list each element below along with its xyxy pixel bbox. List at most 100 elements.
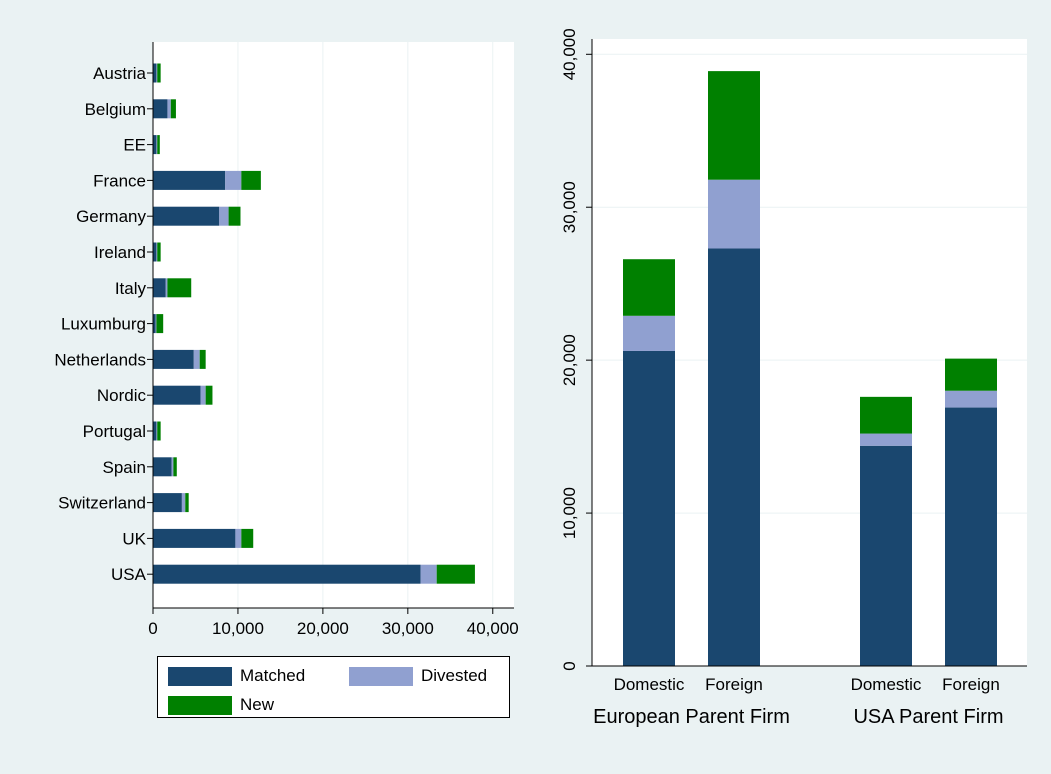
bar-italy-divested [165, 278, 168, 298]
country-stacked-bar-chart: Austria Belgium EE France Germany Ireland Ital… [54, 42, 519, 638]
bar-ee-new [157, 135, 160, 155]
bar-italy-matched [153, 278, 166, 298]
bar-germany-new [228, 206, 241, 226]
y-tick-label: 20,000 [560, 334, 579, 386]
x-tick-label: 20,000 [297, 619, 349, 638]
bar-spain-new [173, 457, 177, 477]
bar-ee-divested [156, 135, 158, 155]
category-label-usa: USA [111, 565, 147, 584]
bar-luxumburg-divested [155, 314, 157, 334]
bar-european-parent-firm-domestic-matched [623, 350, 675, 666]
category-label-belgium: Belgium [85, 100, 146, 119]
bar-ireland-new [157, 242, 161, 262]
bar-france-divested [225, 170, 242, 190]
category-label-germany: Germany [76, 207, 146, 226]
category-label-nordic: Nordic [97, 386, 147, 405]
category-label-uk: UK [122, 529, 146, 548]
bar-european-parent-firm-foreign-matched [708, 248, 760, 666]
bar-usa-parent-firm-domestic-new [860, 396, 912, 434]
legend-label-divested: Divested [421, 666, 488, 685]
bar-ireland-matched [153, 242, 157, 262]
category-label-austria: Austria [93, 64, 146, 83]
legend-swatch-new [168, 695, 232, 715]
bar-european-parent-firm-foreign-divested [708, 179, 760, 249]
legend-swatch-divested [349, 666, 413, 686]
category-label-foreign: Foreign [705, 675, 763, 694]
bar-france-matched [153, 170, 226, 190]
bar-portugal-divested [156, 421, 158, 441]
bar-austria-divested [156, 63, 158, 83]
category-label-switzerland: Switzerland [58, 494, 146, 513]
bar-austria-new [157, 63, 161, 83]
bar-belgium-matched [153, 99, 168, 119]
bar-usa-new [436, 564, 475, 584]
bar-uk-matched [153, 528, 236, 548]
parent-firm-stacked-bar-chart: Domestic Foreign European Parent Firm Domes… [560, 28, 1027, 728]
bar-spain-divested [171, 457, 174, 477]
bar-ireland-divested [156, 242, 158, 262]
y-tick-label: 10,000 [560, 487, 579, 539]
bar-usa-parent-firm-domestic-matched [860, 445, 912, 666]
category-label-ee: EE [123, 136, 146, 155]
bar-italy-new [167, 278, 192, 298]
x-tick-label: 10,000 [212, 619, 264, 638]
bar-nordic-matched [153, 385, 201, 405]
right-chart-panel: Domestic Foreign European Parent Firm Domes… [530, 0, 1051, 769]
bar-austria-matched [153, 63, 157, 83]
x-tick-label: 30,000 [382, 619, 434, 638]
bar-nordic-new [205, 385, 213, 405]
bar-switzerland-matched [153, 493, 182, 513]
category-label-netherlands: Netherlands [54, 350, 146, 369]
category-label-domestic: Domestic [614, 675, 685, 694]
legend-swatch-matched [168, 666, 232, 686]
legend-item-matched: Matched [168, 666, 305, 686]
bar-netherlands-divested [193, 349, 200, 369]
bar-switzerland-new [185, 493, 189, 513]
bar-usa-matched [153, 564, 421, 584]
category-label-italy: Italy [115, 279, 147, 298]
y-tick-label: 0 [560, 661, 579, 670]
bar-belgium-divested [167, 99, 171, 119]
legend-item-new: New [168, 695, 274, 715]
bar-luxumburg-matched [153, 314, 156, 334]
legend-item-divested: Divested [349, 666, 487, 686]
bar-belgium-new [170, 99, 176, 119]
category-label-foreign: Foreign [942, 675, 1000, 694]
x-tick-label: 0 [148, 619, 157, 638]
bar-portugal-new [157, 421, 161, 441]
bar-netherlands-new [199, 349, 206, 369]
bar-nordic-divested [200, 385, 206, 405]
legend-label-matched: Matched [240, 666, 306, 685]
bar-european-parent-firm-domestic-new [623, 259, 675, 316]
category-label-domestic: Domestic [851, 675, 922, 694]
legend: Matched Divested New [157, 656, 510, 718]
bar-usa-parent-firm-domestic-divested [860, 433, 912, 446]
category-label-ireland: Ireland [94, 243, 146, 262]
bar-usa-parent-firm-foreign-divested [945, 390, 997, 408]
legend-label-new: New [240, 695, 275, 714]
bar-luxumburg-new [156, 314, 164, 334]
bar-germany-matched [153, 206, 220, 226]
y-tick-label: 40,000 [560, 28, 579, 80]
bar-uk-new [241, 528, 254, 548]
plot-area [153, 42, 514, 608]
bar-uk-divested [235, 528, 242, 548]
category-label-france: France [93, 171, 146, 190]
bar-usa-parent-firm-foreign-new [945, 358, 997, 391]
bar-european-parent-firm-foreign-new [708, 71, 760, 180]
bar-switzerland-divested [181, 493, 186, 513]
group-label-usa-parent-firm: USA Parent Firm [853, 706, 1003, 728]
group-label-european-parent-firm: European Parent Firm [593, 706, 790, 728]
category-label-portugal: Portugal [83, 422, 146, 441]
x-tick-label: 40,000 [467, 619, 519, 638]
bar-european-parent-firm-domestic-divested [623, 315, 675, 351]
category-label-spain: Spain [103, 458, 146, 477]
bar-france-new [241, 170, 261, 190]
y-tick-label: 30,000 [560, 181, 579, 233]
bar-usa-parent-firm-foreign-matched [945, 407, 997, 666]
left-chart-panel: Austria Belgium EE France Germany Ireland Ital… [54, 42, 519, 718]
bar-netherlands-matched [153, 349, 194, 369]
bar-portugal-matched [153, 421, 157, 441]
bar-usa-divested [420, 564, 437, 584]
